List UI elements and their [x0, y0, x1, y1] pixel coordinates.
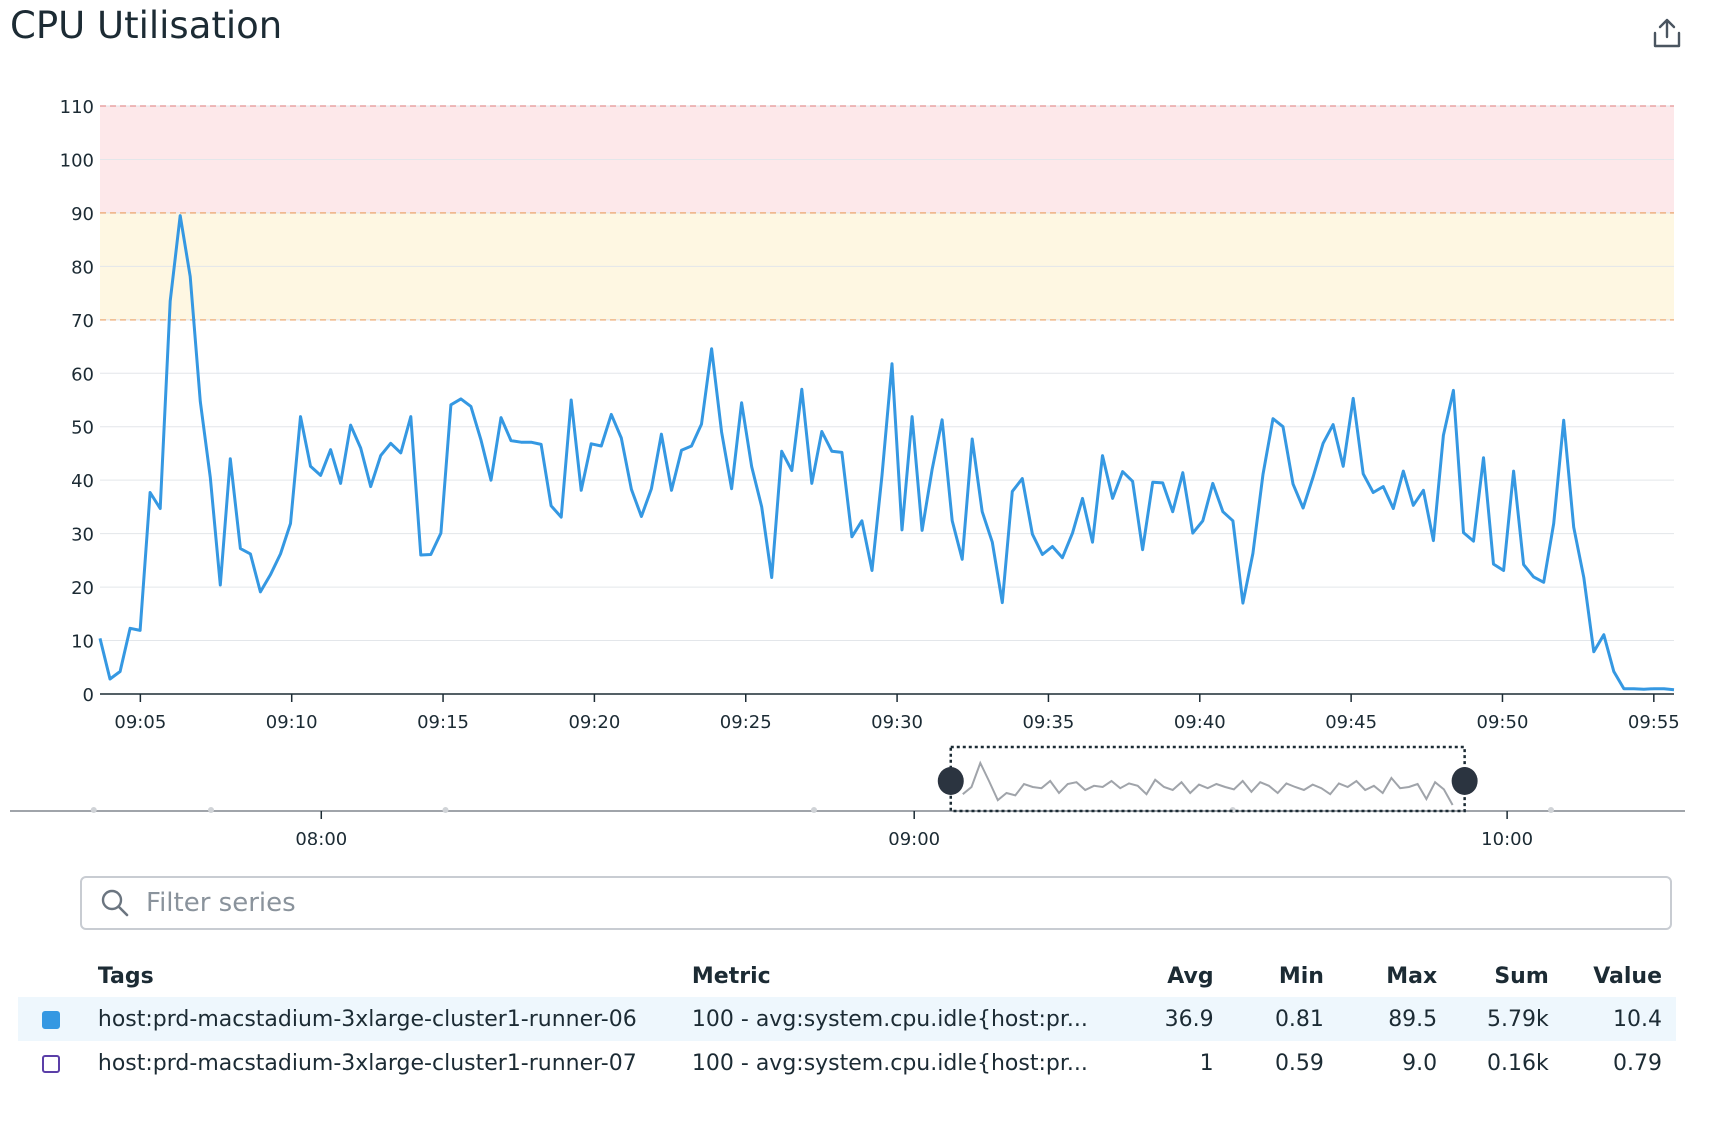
- y-tick-label: 50: [71, 418, 94, 439]
- series-max: 89.5: [1323, 997, 1438, 1041]
- navigator-right-handle[interactable]: [1451, 767, 1478, 795]
- series-legend-table: Tags Metric Avg Min Max Sum Value host:p…: [18, 955, 1676, 1085]
- series-metric: 100 - avg:system.cpu.idle{host:pr...: [691, 997, 1092, 1041]
- series-metric: 100 - avg:system.cpu.idle{host:pr...: [691, 1050, 1088, 1076]
- table-row[interactable]: host:prd-macstadium-3xlarge-cluster1-run…: [18, 1041, 1676, 1085]
- filter-series-box[interactable]: [80, 876, 1672, 930]
- y-tick-label: 20: [71, 578, 94, 599]
- export-button[interactable]: [1644, 10, 1690, 56]
- series-value: 0.79: [1613, 1050, 1662, 1076]
- series-toggle-cell[interactable]: [18, 997, 98, 1041]
- header-tags[interactable]: Tags: [97, 963, 154, 989]
- series-checkbox[interactable]: [42, 1010, 60, 1029]
- x-tick-label: 09:15: [417, 712, 469, 733]
- header-avg[interactable]: Avg: [1167, 963, 1214, 989]
- legend-header-row: Tags Metric Avg Min Max Sum Value: [18, 955, 1676, 997]
- header-checkbox-col: [18, 955, 98, 997]
- x-tick-label: 09:05: [114, 712, 166, 733]
- series-tags: host:prd-macstadium-3xlarge-cluster1-run…: [97, 997, 692, 1041]
- x-tick-label: 09:40: [1174, 712, 1226, 733]
- navigator-blip: [90, 807, 97, 813]
- cpu-line-chart[interactable]: 0 10 20 30 40 50 60 70 80 90 100 110 09:05 09:10 09:15…: [0, 90, 1712, 740]
- y-tick-label: 90: [71, 204, 94, 225]
- navigator-tick-label: 10:00: [1481, 829, 1533, 845]
- filter-series-input[interactable]: [144, 887, 1548, 919]
- x-tick-label: 09:50: [1477, 712, 1529, 733]
- x-tick-label: 09:25: [720, 712, 772, 733]
- y-tick-label: 100: [60, 150, 94, 171]
- header-sum[interactable]: Sum: [1494, 963, 1549, 989]
- series-line: [98, 214, 1675, 692]
- navigator-blip: [811, 807, 817, 813]
- y-tick-label: 70: [71, 311, 94, 332]
- series-min: 0.81: [1213, 997, 1324, 1041]
- series-sum: 5.79k: [1437, 997, 1549, 1041]
- series-toggle-cell[interactable]: [18, 1041, 98, 1085]
- header-max[interactable]: Max: [1386, 963, 1438, 989]
- navigator-selection: [949, 745, 1466, 813]
- navigator-left-handle[interactable]: [937, 767, 964, 795]
- x-tick-label: 09:55: [1628, 712, 1680, 733]
- navigator-blip: [442, 807, 449, 813]
- series-sum: 0.16k: [1487, 1050, 1549, 1076]
- navigator-blip: [208, 807, 214, 813]
- series-avg: 36.9: [1091, 997, 1214, 1041]
- header-metric[interactable]: Metric: [691, 963, 771, 989]
- y-tick-label: 40: [71, 471, 94, 492]
- y-tick-label: 30: [71, 525, 94, 546]
- series-tags: host:prd-macstadium-3xlarge-cluster1-run…: [97, 1050, 637, 1076]
- navigator-blip: [1548, 807, 1554, 813]
- navigator-tick-label: 08:00: [295, 829, 347, 845]
- x-tick-label: 09:10: [266, 712, 318, 733]
- search-icon: [101, 889, 129, 917]
- y-tick-label: 10: [71, 632, 94, 653]
- series-min: 0.59: [1274, 1050, 1324, 1076]
- x-tick-label: 09:35: [1022, 712, 1074, 733]
- y-tick-label: 0: [83, 685, 94, 706]
- series-avg: 1: [1199, 1050, 1214, 1076]
- y-tick-label: 60: [71, 364, 94, 385]
- header-min[interactable]: Min: [1278, 963, 1324, 989]
- x-tick-label: 09:45: [1325, 712, 1377, 733]
- series-checkbox[interactable]: [42, 1054, 60, 1073]
- time-navigator[interactable]: 08:00 09:00 10:00: [0, 735, 1712, 845]
- header-value[interactable]: Value: [1593, 963, 1662, 989]
- x-tick-label: 09:20: [568, 712, 620, 733]
- series-max: 9.0: [1402, 1050, 1438, 1076]
- widget-title: CPU Utilisation: [10, 4, 283, 47]
- table-row[interactable]: host:prd-macstadium-3xlarge-cluster1-run…: [18, 997, 1676, 1041]
- export-icon: [1653, 18, 1681, 48]
- series-value: 10.4: [1548, 997, 1676, 1041]
- y-tick-label: 110: [60, 97, 94, 118]
- navigator-preview-line: [962, 760, 1454, 806]
- x-tick-label: 09:30: [871, 712, 923, 733]
- y-tick-label: 80: [71, 257, 94, 278]
- navigator-tick-label: 09:00: [888, 829, 940, 845]
